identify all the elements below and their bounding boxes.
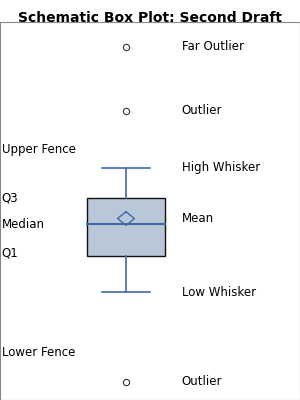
Text: Outlier: Outlier <box>182 375 222 388</box>
Text: Low Whisker: Low Whisker <box>182 286 256 299</box>
Text: Median: Median <box>2 218 44 232</box>
Text: Outlier: Outlier <box>182 104 222 117</box>
Text: Lower Fence: Lower Fence <box>2 346 75 359</box>
Text: Far Outlier: Far Outlier <box>182 40 244 53</box>
Text: Mean: Mean <box>182 212 214 225</box>
Text: Q3: Q3 <box>2 191 18 204</box>
Text: High Whisker: High Whisker <box>182 161 260 174</box>
Text: Upper Fence: Upper Fence <box>2 143 75 156</box>
Text: Q1: Q1 <box>2 247 18 260</box>
Bar <box>87 198 165 256</box>
Text: Schematic Box Plot: Second Draft: Schematic Box Plot: Second Draft <box>18 11 282 25</box>
